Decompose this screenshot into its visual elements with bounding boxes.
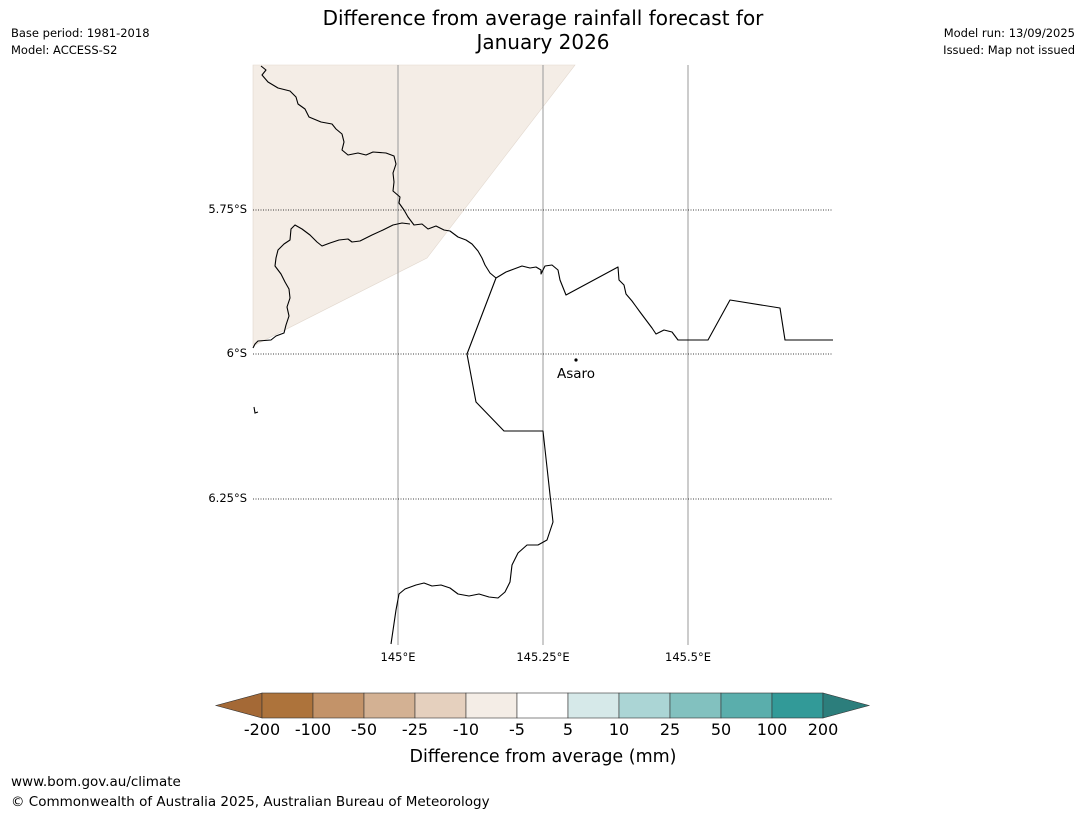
map-title: Difference from average rainfall forecas… (243, 6, 843, 54)
colorbar-segment (771, 692, 824, 719)
boundary-west (252, 222, 411, 349)
colorbar-tick-label: -100 (295, 720, 331, 739)
lon-label-145-5: 145.5°E (665, 650, 711, 664)
colorbar-segment (312, 692, 365, 719)
metadata-left: Base period: 1981-2018 Model: ACCESS-S2 (11, 25, 150, 59)
footer-copyright: © Commonwealth of Australia 2025, Austra… (11, 794, 490, 810)
boundary-north (260, 65, 497, 279)
colorbar-segment (516, 692, 569, 719)
colorbar-segment (363, 692, 416, 719)
colorbar-segment (261, 692, 314, 719)
title-line-1: Difference from average rainfall forecas… (322, 6, 764, 30)
colorbar-tick-label: -50 (351, 720, 377, 739)
colorbar-segment (465, 692, 518, 719)
colorbar-tick-label: 10 (609, 720, 629, 739)
lat-label-6-25: 6.25°S (208, 491, 247, 505)
lon-label-145-25: 145.25°E (516, 650, 569, 664)
colorbar-tick-label: 200 (808, 720, 839, 739)
colorbar-segment (567, 692, 620, 719)
colorbar-tick-label: -10 (453, 720, 479, 739)
lon-label-145: 145°E (381, 650, 416, 664)
lat-label-6: 6°S (227, 346, 247, 360)
issued-text: Issued: Map not issued (943, 43, 1075, 57)
model-run-text: Model run: 13/09/2025 (943, 26, 1075, 40)
base-period-text: Base period: 1981-2018 (11, 26, 150, 40)
colorbar-tick-label: 5 (563, 720, 573, 739)
shaded-region (252, 64, 576, 347)
model-text: Model: ACCESS-S2 (11, 43, 118, 57)
boundary-fragment (253, 406, 259, 414)
boundary-east (495, 264, 833, 341)
boundary-south (390, 277, 554, 645)
colorbar-segment (618, 692, 671, 719)
colorbar-segment (720, 692, 773, 719)
colorbar-label: Difference from average (mm) (409, 747, 676, 767)
colorbar-extend-high (822, 692, 871, 719)
colorbar-segment (669, 692, 722, 719)
colorbar-extend-low (214, 692, 263, 719)
footer-url: www.bom.gov.au/climate (11, 774, 181, 790)
metadata-right: Model run: 13/09/2025 Issued: Map not is… (943, 25, 1075, 59)
title-line-2: January 2026 (476, 30, 610, 54)
colorbar-tick-label: -25 (402, 720, 428, 739)
colorbar-tick-label: -5 (509, 720, 525, 739)
colorbar: -200 -100 -50 -25 -10 -5 5 10 25 50 100 200 (214, 692, 871, 739)
colorbar-tick-label: 25 (660, 720, 680, 739)
colorbar-tick-label: -200 (244, 720, 280, 739)
colorbar-tick-label: 100 (757, 720, 788, 739)
asaro-label: Asaro (557, 366, 595, 382)
colorbar-segment (414, 692, 467, 719)
colorbar-tick-label: 50 (711, 720, 731, 739)
lat-label-5-75: 5.75°S (208, 202, 247, 216)
asaro-marker (574, 358, 578, 362)
